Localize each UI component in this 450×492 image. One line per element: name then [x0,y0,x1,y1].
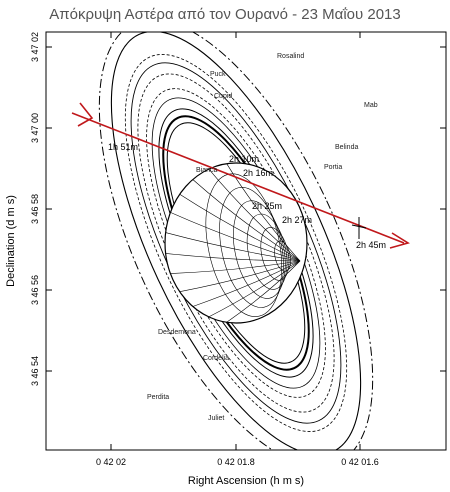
x-tick-label-3: 0 42 01.6 [341,457,379,467]
y-tick-label-4: 3 46 56 [30,275,40,305]
x-tick-label-2: 0 42 01.8 [217,457,255,467]
globe-meridian [170,260,301,274]
x-axis-label: Right Ascension (h m s) [188,475,304,487]
x-tick-label-1: 0 42 02 [96,457,126,467]
star-track [71,102,410,249]
moon-label-cupid: Cupid [214,93,232,100]
track-line [71,112,405,244]
track-arrow-start-icon [77,102,94,127]
moon-label-mab: Mab [364,102,378,109]
plot-frame [45,31,447,451]
time-label-3: 2h 16m [243,168,273,178]
moon-label-juliet: Juliet [208,415,224,422]
y-tick-label-2: 3 47 00 [30,113,40,143]
moon-label-desdemona: Desdemona [158,329,196,336]
globe-meridian [179,260,301,292]
moon-label-puck: Puck [210,71,226,78]
globe-meridian [192,179,301,262]
orbit-outer-1 [110,32,362,450]
moon-label-bianca: Bianca [196,167,218,174]
globe-parallel [260,227,290,281]
uranus-globe [164,162,308,324]
globe-meridian [208,260,301,318]
planet-limb [164,162,308,324]
orbit-rosalind [124,54,348,432]
moon-label-portia: Portia [324,164,342,171]
globe-meridian [226,260,301,323]
globe-meridian [208,168,301,262]
y-tick-label-5: 3 46 54 [30,356,40,386]
moon-label-cordelia: Cordelia [203,355,229,362]
track-arrow-end-icon [389,232,410,249]
moon-label-perdita: Perdita [147,394,169,401]
time-label-1: 1h 51m [108,142,138,152]
globe-parallel [246,213,288,290]
time-label-6: 2h 45m [356,240,386,250]
globe-parallel [233,200,286,299]
globe-meridian [192,260,301,307]
time-label-5: 2h 27m [282,215,312,225]
globe-meridian [226,163,301,262]
globe-meridian [179,194,301,262]
plot-area: Rosalind Puck Cupid Mab Belinda Portia B… [71,32,410,450]
y-tick-label-3: 3 46 58 [30,194,40,224]
time-label-2: 2h 10m [229,154,259,164]
y-tick-label-1: 3 47 02 [30,32,40,62]
time-label-4: 2h 25m [252,201,282,211]
moon-label-rosalind: Rosalind [277,53,304,60]
moon-label-belinda: Belinda [335,144,358,151]
y-axis-label: Declination (d m s) [5,195,17,287]
tick-marks [46,32,446,450]
chart-title: Απόκρυψη Αστέρα από τον Ουρανό - 23 Μαΐο… [49,6,401,23]
globe-parallel [274,240,291,272]
